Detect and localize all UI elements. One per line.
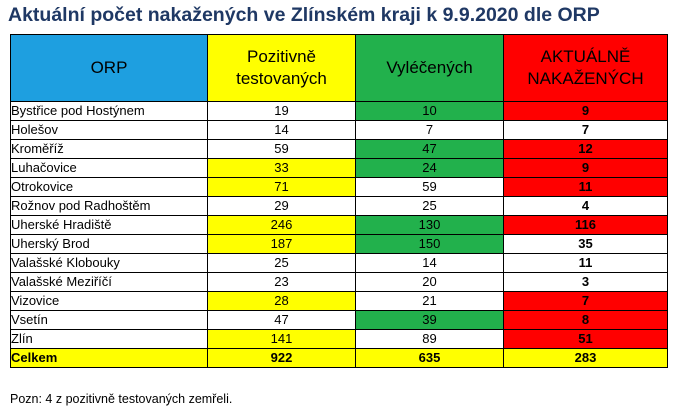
column-header-pozitivne: Pozitivně testovaných	[207, 34, 356, 102]
orp-name-cell: Uherské Hradiště	[10, 215, 208, 235]
orp-name-cell: Holešov	[10, 120, 208, 140]
orp-name-cell: Zlín	[10, 329, 208, 349]
table-row: Valašské Meziříčí 23 20 3	[10, 272, 668, 292]
pozitivne-cell: 28	[207, 291, 356, 311]
vylecenych-cell: 59	[355, 177, 504, 197]
table-row: Holešov 14 7 7	[10, 120, 668, 140]
total-pozitivne-cell: 922	[207, 348, 356, 368]
pozitivne-cell: 246	[207, 215, 356, 235]
orp-name-cell: Uherský Brod	[10, 234, 208, 254]
aktualne-cell: 8	[503, 310, 668, 330]
table-row: Otrokovice 71 59 11	[10, 177, 668, 197]
aktualne-cell: 9	[503, 101, 668, 121]
vylecenych-cell: 39	[355, 310, 504, 330]
table-body: Bystřice pod Hostýnem 19 10 9 Holešov 14 7 7 Kro…	[10, 101, 668, 368]
table-row: Kroměříž 59 47 12	[10, 139, 668, 159]
vylecenych-cell: 20	[355, 272, 504, 292]
aktualne-cell: 11	[503, 177, 668, 197]
aktualne-cell: 3	[503, 272, 668, 292]
orp-name-cell: Otrokovice	[10, 177, 208, 197]
header-row: ORP Pozitivně testovaných Vyléčených AKT…	[10, 34, 668, 102]
table-row: Luhačovice 33 24 9	[10, 158, 668, 178]
column-header-pozitivne-line1: Pozitivně	[247, 47, 316, 66]
table-row: Uherské Hradiště 246 130 116	[10, 215, 668, 235]
pozitivne-cell: 47	[207, 310, 356, 330]
vylecenych-cell: 25	[355, 196, 504, 216]
vylecenych-cell: 130	[355, 215, 504, 235]
orp-name-cell: Rožnov pod Radhoštěm	[10, 196, 208, 216]
column-header-pozitivne-line2: testovaných	[236, 69, 327, 88]
total-label-cell: Celkem	[10, 348, 208, 368]
column-header-aktualne-line2: NAKAŽENÝCH	[527, 69, 644, 88]
pozitivne-cell: 59	[207, 139, 356, 159]
pozitivne-cell: 187	[207, 234, 356, 254]
total-row: Celkem 922 635 283	[10, 348, 668, 368]
table-row: Zlín 141 89 51	[10, 329, 668, 349]
pozitivne-cell: 19	[207, 101, 356, 121]
table-row: Vizovice 28 21 7	[10, 291, 668, 311]
vylecenych-cell: 24	[355, 158, 504, 178]
aktualne-cell: 4	[503, 196, 668, 216]
column-header-aktualne: AKTUÁLNĚ NAKAŽENÝCH	[503, 34, 668, 102]
vylecenych-cell: 150	[355, 234, 504, 254]
vylecenych-cell: 14	[355, 253, 504, 273]
pozitivne-cell: 14	[207, 120, 356, 140]
aktualne-cell: 9	[503, 158, 668, 178]
table-row: Rožnov pod Radhoštěm 29 25 4	[10, 196, 668, 216]
aktualne-cell: 11	[503, 253, 668, 273]
column-header-orp: ORP	[10, 34, 208, 102]
table-row: Valašské Klobouky 25 14 11	[10, 253, 668, 273]
vylecenych-cell: 89	[355, 329, 504, 349]
total-aktualne-cell: 283	[503, 348, 668, 368]
aktualne-cell: 51	[503, 329, 668, 349]
orp-name-cell: Kroměříž	[10, 139, 208, 159]
table-row: Vsetín 47 39 8	[10, 310, 668, 330]
aktualne-cell: 116	[503, 215, 668, 235]
aktualne-cell: 7	[503, 291, 668, 311]
table-row: Bystřice pod Hostýnem 19 10 9	[10, 101, 668, 121]
orp-name-cell: Vizovice	[10, 291, 208, 311]
orp-name-cell: Luhačovice	[10, 158, 208, 178]
orp-table: ORP Pozitivně testovaných Vyléčených AKT…	[10, 34, 668, 368]
orp-name-cell: Valašské Meziříčí	[10, 272, 208, 292]
orp-name-cell: Bystřice pod Hostýnem	[10, 101, 208, 121]
vylecenych-cell: 21	[355, 291, 504, 311]
orp-name-cell: Vsetín	[10, 310, 208, 330]
aktualne-cell: 12	[503, 139, 668, 159]
aktualne-cell: 7	[503, 120, 668, 140]
pozitivne-cell: 71	[207, 177, 356, 197]
column-header-vylecenych: Vyléčených	[355, 34, 504, 102]
vylecenych-cell: 7	[355, 120, 504, 140]
pozitivne-cell: 25	[207, 253, 356, 273]
vylecenych-cell: 10	[355, 101, 504, 121]
column-header-aktualne-line1: AKTUÁLNĚ	[540, 47, 631, 66]
aktualne-cell: 35	[503, 234, 668, 254]
pozitivne-cell: 23	[207, 272, 356, 292]
orp-name-cell: Valašské Klobouky	[10, 253, 208, 273]
pozitivne-cell: 29	[207, 196, 356, 216]
pozitivne-cell: 33	[207, 158, 356, 178]
pozitivne-cell: 141	[207, 329, 356, 349]
footnote: Pozn: 4 z pozitivně testovaných zemřeli.	[10, 392, 233, 406]
vylecenych-cell: 47	[355, 139, 504, 159]
table-row: Uherský Brod 187 150 35	[10, 234, 668, 254]
total-vylecenych-cell: 635	[355, 348, 504, 368]
page-title: Aktuální počet nakažených ve Zlínském kr…	[8, 4, 600, 26]
